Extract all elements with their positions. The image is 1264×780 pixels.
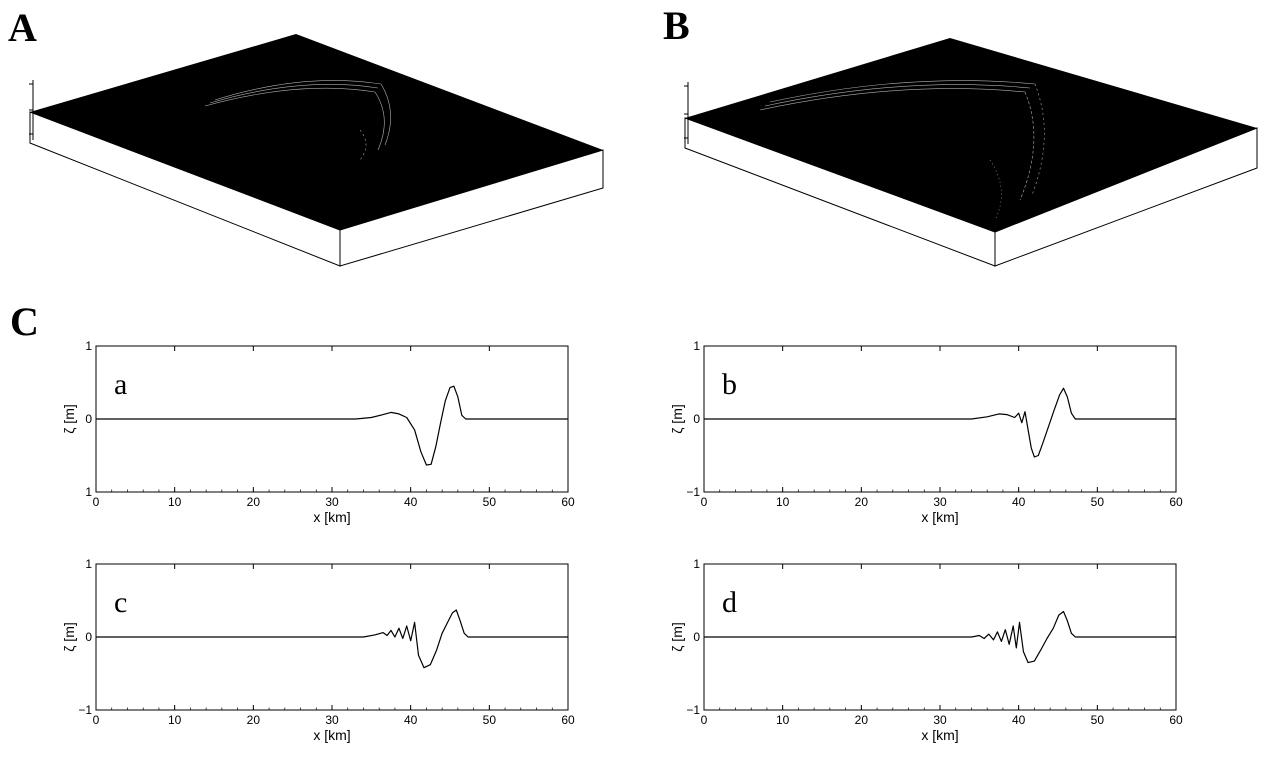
y-tick-label: 1 [693,557,700,571]
profile-series-line [704,610,1176,664]
y-tick-label: −1 [686,485,700,499]
y-tick-label: 1 [85,485,92,499]
x-axis-label: x [km] [921,727,958,743]
x-tick-label: 20 [247,495,261,509]
subpanel-label: b [722,368,737,401]
y-tick-label: 1 [85,339,92,353]
profile-plot-a: 0 10 20 30 40 50 60 1 0 1 x [km] ζ [m] a [60,338,580,543]
x-tick-label: 30 [325,495,339,509]
surface-plot-a [29,34,604,267]
y-tick-label: 0 [693,412,700,426]
x-axis-label: x [km] [921,509,958,525]
surface-plot-b [684,38,1258,267]
x-tick-label: 10 [776,713,790,727]
y-tick-label: 1 [693,339,700,353]
y-tick-label: 0 [85,630,92,644]
y-tick-label: −1 [78,703,92,717]
panel-label-c: C [10,299,39,344]
panel-label-a: A [8,5,37,50]
y-axis-label: ζ [m] [61,404,77,434]
x-tick-label: 50 [483,713,497,727]
x-axis-label: x [km] [313,727,350,743]
x-tick-label: 20 [247,713,261,727]
x-tick-label: 50 [1091,495,1105,509]
x-tick-label: 0 [701,495,708,509]
surface-top-b [685,38,1257,232]
x-tick-label: 40 [1012,713,1026,727]
surface-views [29,34,1258,267]
x-tick-label: 0 [701,713,708,727]
subpanel-label: d [722,586,737,619]
profile-plot-c: 0 10 20 30 40 50 60 1 0 −1 x [km] ζ [m] c [60,556,580,761]
y-tick-label: 1 [85,557,92,571]
x-tick-label: 60 [1169,713,1183,727]
x-tick-label: 50 [1091,713,1105,727]
x-tick-label: 50 [483,495,497,509]
surface-side-right-b [994,127,1258,267]
x-tick-label: 20 [855,495,869,509]
y-tick-label: 0 [85,412,92,426]
x-tick-label: 40 [404,495,418,509]
x-tick-label: 0 [93,495,100,509]
x-tick-label: 20 [855,713,869,727]
wave-mesh-b [759,80,1045,221]
x-tick-label: 10 [776,495,790,509]
z-axis-ticks-a [29,80,34,140]
z-axis-ticks-b [684,82,689,144]
x-tick-label: 40 [1012,495,1026,509]
x-tick-label: 30 [933,495,947,509]
y-axis-label: ζ [m] [61,622,77,652]
surface-side-right-a [339,149,604,267]
x-tick-label: 0 [93,713,100,727]
y-axis-label: ζ [m] [669,404,685,434]
x-tick-label: 60 [561,713,575,727]
surface-top-a [30,34,603,230]
x-tick-label: 60 [561,495,575,509]
profile-plot-b: 0 10 20 30 40 50 60 1 0 −1 x [km] ζ [m] b [668,338,1188,543]
wave-mesh-a [204,80,391,161]
y-tick-label: −1 [686,703,700,717]
y-axis-label: ζ [m] [669,622,685,652]
profile-series-line [704,387,1176,458]
profile-series-line [96,609,568,669]
y-tick-label: 0 [693,630,700,644]
x-tick-label: 60 [1169,495,1183,509]
profile-series-line [96,385,568,466]
subpanel-label: c [114,586,127,619]
x-axis-label: x [km] [313,509,350,525]
x-tick-label: 30 [933,713,947,727]
x-tick-label: 30 [325,713,339,727]
profile-plot-d: 0 10 20 30 40 50 60 1 0 −1 x [km] ζ [m] d [668,556,1188,761]
x-tick-label: 10 [168,495,182,509]
x-tick-label: 10 [168,713,182,727]
x-tick-label: 40 [404,713,418,727]
panel-label-b: B [663,3,690,48]
subpanel-label: a [114,368,127,401]
